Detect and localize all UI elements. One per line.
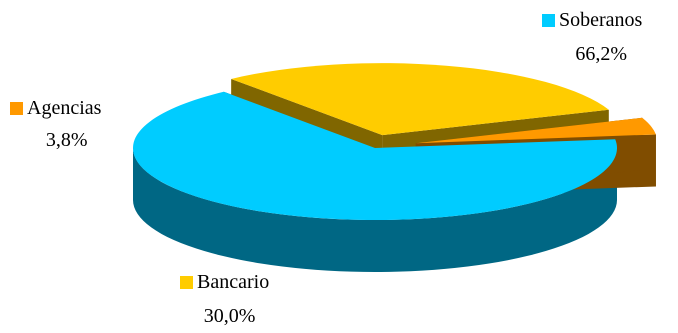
label-agencias-pct: 3,8% xyxy=(45,129,88,151)
legend-swatch-agencias xyxy=(10,101,23,115)
legend-swatch-bancario xyxy=(180,275,193,289)
slice-soberanos-top xyxy=(133,91,617,220)
slice-soberanos-wall xyxy=(133,148,617,272)
legend-swatch-soberanos xyxy=(542,13,555,27)
label-bancario-name: Bancario xyxy=(197,271,270,293)
label-soberanos-name: Soberanos xyxy=(559,9,643,31)
slice-agencias-top xyxy=(415,117,656,144)
label-soberanos: Soberanos 66,2% xyxy=(542,8,642,66)
label-bancario: Bancario 30,0% xyxy=(180,270,269,328)
slice-bancario-top xyxy=(231,63,609,136)
label-agencias-name: Agencias xyxy=(27,97,102,119)
label-bancario-pct: 30,0% xyxy=(203,305,256,327)
label-soberanos-pct: 66,2% xyxy=(575,43,627,65)
label-agencias: Agencias 3,8% xyxy=(10,96,101,152)
